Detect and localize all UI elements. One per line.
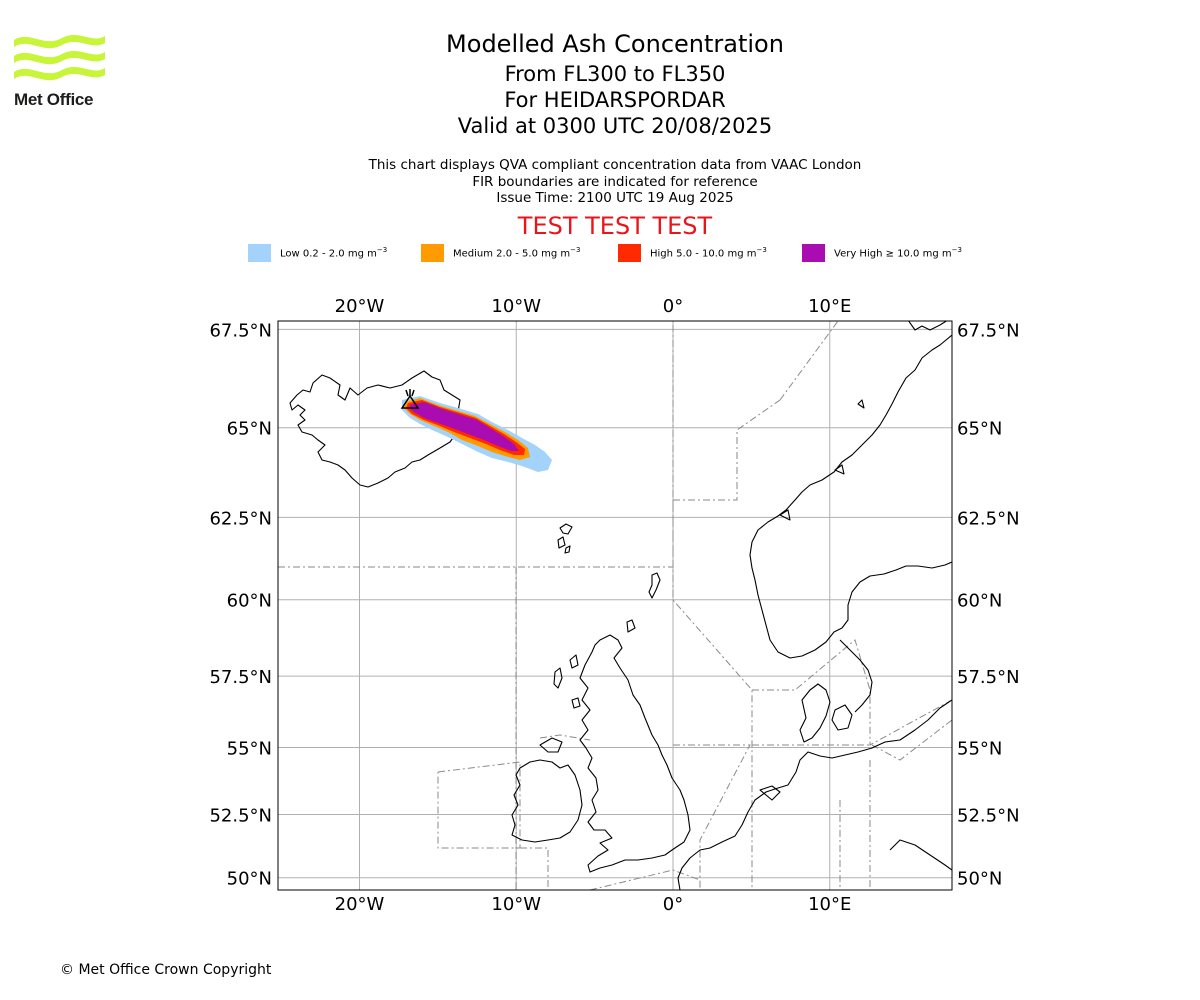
lon-tick-label-top: 0°: [663, 296, 683, 317]
continent-coastline: [677, 699, 952, 890]
map-frame: [277, 320, 953, 891]
volcano-name: For HEIDARSPORDAR: [504, 88, 726, 112]
subtitle-qva: This chart displays QVA compliant concen…: [368, 157, 862, 173]
flight-level-range: From FL300 to FL350: [504, 62, 726, 86]
lon-tick-label-top: 20°W: [335, 296, 385, 317]
lat-tick-label-left: 52.5°N: [209, 805, 272, 826]
legend-label-very-high: Very High ≥ 10.0 mg m−3: [834, 246, 962, 260]
great-britain-coastline: [579, 634, 691, 873]
lat-tick-label-right: 57.5°N: [957, 667, 1020, 688]
lat-tick-label-left: 67.5°N: [209, 320, 272, 341]
lat-tick-label-right: 60°N: [957, 591, 1002, 612]
iceland-coastline: [289, 370, 463, 488]
plume-very-high: [409, 402, 519, 451]
lon-tick-label-bottom: 20°W: [335, 894, 385, 915]
norway-coastline: [749, 334, 952, 659]
fir-boundaries: [278, 321, 952, 890]
legend-label-medium: Medium 2.0 - 5.0 mg m−3: [453, 246, 581, 260]
lat-tick-label-right: 52.5°N: [957, 805, 1020, 826]
denmark-coastline: [799, 683, 831, 743]
test-banner: TEST TEST TEST: [517, 212, 713, 240]
legend-label-low: Low 0.2 - 2.0 mg m−3: [280, 246, 388, 260]
lon-tick-label-bottom: 0°: [663, 894, 683, 915]
met-office-waves-icon: [14, 35, 105, 81]
lat-tick-label-right: 50°N: [957, 869, 1002, 890]
issue-time: Issue Time: 2100 UTC 19 Aug 2025: [496, 190, 734, 206]
legend-label-high: High 5.0 - 10.0 mg m−3: [650, 246, 767, 260]
lat-tick-label-left: 60°N: [227, 591, 272, 612]
met-office-logo: Met Office: [14, 30, 109, 112]
map-background: [278, 321, 952, 890]
lat-tick-label-right: 62.5°N: [957, 508, 1020, 529]
chart-title: Modelled Ash Concentration: [446, 30, 784, 58]
lon-tick-label-bottom: 10°E: [808, 894, 851, 915]
legend-swatch-low: [248, 244, 271, 262]
valid-time: Valid at 0300 UTC 20/08/2025: [457, 114, 773, 138]
axis-tick-labels: 20°W 20°W 10°W 10°W 0° 0° 10°E 10°E 67.5°N 67.5°N…: [209, 296, 1019, 915]
ireland-coastline: [511, 759, 583, 843]
lon-tick-label-bottom: 10°W: [491, 894, 541, 915]
lat-tick-label-left: 55°N: [227, 738, 272, 759]
lat-tick-label-right: 65°N: [957, 419, 1002, 440]
lat-tick-label-left: 62.5°N: [209, 508, 272, 529]
legend-swatch-very-high: [802, 244, 825, 262]
coastlines: [289, 321, 952, 890]
volcano-marker-icon: [400, 389, 420, 409]
copyright-notice: © Met Office Crown Copyright: [60, 962, 272, 978]
lat-tick-label-left: 65°N: [227, 419, 272, 440]
subtitle-fir: FIR boundaries are indicated for referen…: [472, 173, 758, 190]
lat-tick-label-left: 57.5°N: [209, 667, 272, 688]
lon-tick-label-top: 10°E: [808, 296, 851, 317]
lon-tick-label-top: 10°W: [491, 296, 541, 317]
legend-swatch-medium: [421, 244, 444, 262]
lat-tick-label-right: 67.5°N: [957, 320, 1020, 341]
lat-tick-label-right: 55°N: [957, 738, 1002, 759]
legend-swatch-high: [618, 244, 641, 262]
chart-title-block: Modelled Ash Concentration From FL300 to…: [0, 28, 1200, 139]
subtitle-block: This chart displays QVA compliant concen…: [0, 157, 1200, 207]
ash-plume: [402, 396, 552, 472]
logo-text: Met Office: [14, 90, 94, 109]
lat-tick-label-left: 50°N: [227, 869, 272, 890]
